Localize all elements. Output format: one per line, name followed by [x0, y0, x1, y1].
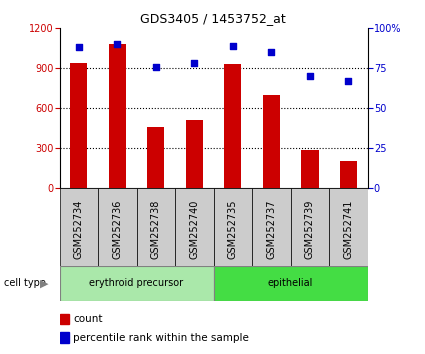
Point [345, 78, 352, 84]
Bar [175, 188, 213, 266]
Text: GSM252739: GSM252739 [305, 199, 315, 259]
Bar [252, 188, 291, 266]
Bar [136, 188, 175, 266]
Bar [186, 120, 203, 188]
Bar [340, 161, 357, 188]
Point [268, 50, 275, 55]
Point [306, 73, 313, 79]
Text: cell type: cell type [4, 278, 46, 288]
Bar [213, 266, 368, 301]
Text: percentile rank within the sample: percentile rank within the sample [74, 333, 249, 343]
Text: erythroid precursor: erythroid precursor [90, 278, 184, 288]
Text: count: count [74, 314, 103, 324]
Text: GSM252740: GSM252740 [189, 199, 199, 259]
Text: GSM252736: GSM252736 [112, 199, 122, 259]
Text: GDS3405 / 1453752_at: GDS3405 / 1453752_at [140, 12, 285, 25]
Text: ▶: ▶ [40, 278, 49, 288]
Point [153, 64, 159, 69]
Text: GSM252741: GSM252741 [343, 199, 353, 259]
Point [114, 41, 121, 47]
Point [191, 61, 198, 66]
Text: epithelial: epithelial [268, 278, 313, 288]
Bar [329, 188, 368, 266]
Bar [60, 314, 69, 324]
Point [75, 45, 82, 50]
Text: GSM252735: GSM252735 [228, 199, 238, 259]
Bar [70, 63, 88, 188]
Bar [224, 64, 241, 188]
Text: GSM252737: GSM252737 [266, 199, 276, 259]
Text: GSM252734: GSM252734 [74, 199, 84, 259]
Bar [291, 188, 329, 266]
Bar [98, 188, 136, 266]
Bar [263, 95, 280, 188]
Point [230, 43, 236, 49]
Bar [60, 332, 69, 343]
Bar [60, 188, 98, 266]
Text: GSM252738: GSM252738 [151, 199, 161, 259]
Bar [213, 188, 252, 266]
Bar [109, 44, 126, 188]
Bar [147, 127, 164, 188]
Bar [60, 266, 213, 301]
Bar [301, 150, 318, 188]
